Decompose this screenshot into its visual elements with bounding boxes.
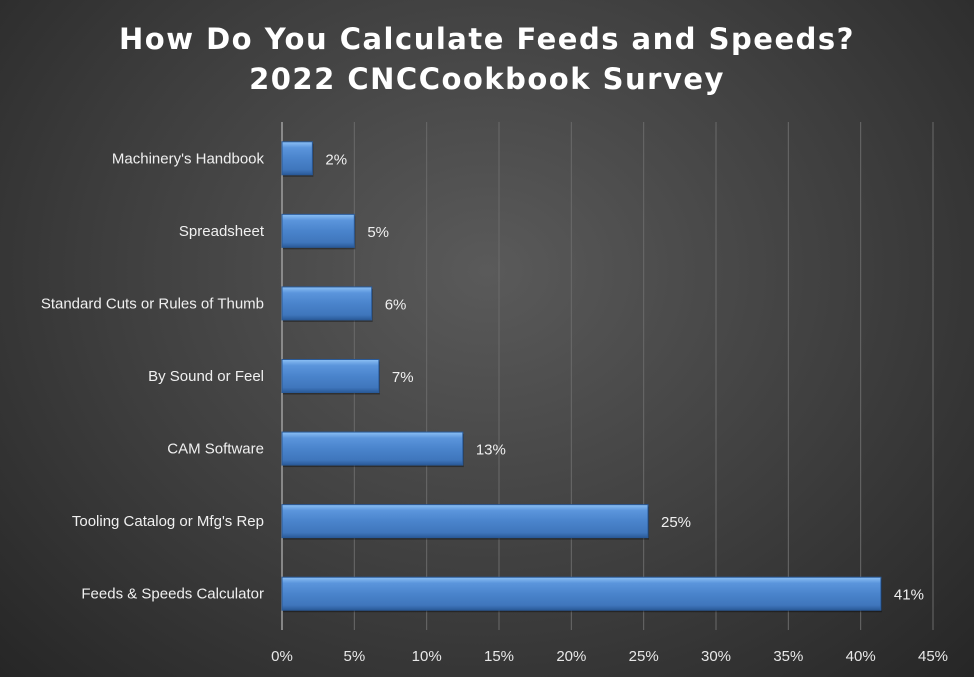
category-label: Machinery's Handbook [112, 150, 265, 167]
data-label: 25% [661, 514, 691, 531]
x-tick-label: 20% [556, 648, 586, 665]
bar [281, 359, 380, 393]
x-tick-label: 40% [846, 648, 876, 665]
x-tick-label: 10% [412, 648, 442, 665]
category-label: CAM Software [167, 441, 264, 458]
bar [281, 141, 313, 176]
chart-title: How Do You Calculate Feeds and Speeds? [119, 22, 855, 56]
category-label: Feeds & Speeds Calculator [81, 586, 264, 603]
bar [281, 431, 464, 466]
bar [281, 286, 373, 321]
category-label: Tooling Catalog or Mfg's Rep [72, 513, 264, 530]
x-tick-label: 15% [484, 648, 514, 665]
x-tick-label: 25% [629, 648, 659, 665]
x-tick-label: 0% [271, 648, 293, 665]
bar [281, 213, 355, 248]
bar [281, 576, 882, 611]
x-tick-label: 5% [343, 648, 365, 665]
data-label: 7% [392, 369, 414, 386]
x-tick-label: 30% [701, 648, 731, 665]
x-tick-label: 45% [918, 648, 948, 665]
data-label: 2% [325, 151, 347, 168]
data-label: 5% [367, 224, 389, 241]
bar [281, 504, 649, 539]
category-label: Standard Cuts or Rules of Thumb [41, 295, 264, 312]
x-tick-label: 35% [773, 648, 803, 665]
category-label: By Sound or Feel [148, 368, 264, 385]
chart-subtitle: 2022 CNCCookbook Survey [249, 62, 725, 96]
data-label: 6% [385, 296, 407, 313]
data-label: 13% [476, 442, 506, 459]
data-label: 41% [894, 587, 924, 604]
category-label: Spreadsheet [179, 223, 265, 240]
